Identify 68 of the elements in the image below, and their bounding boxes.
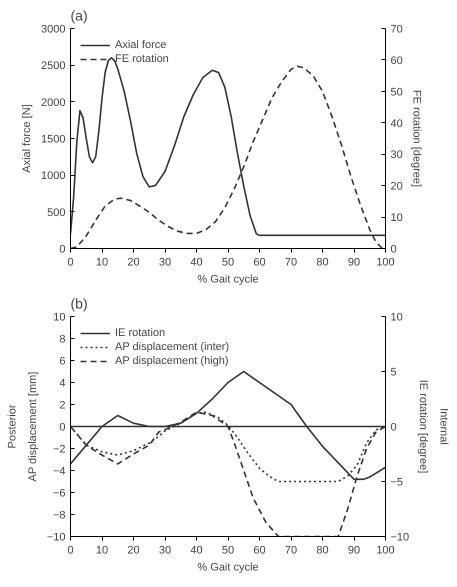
x-tick-label: 80 — [316, 544, 329, 556]
chart-title: (a) — [70, 8, 88, 24]
y2-tick-label: −5 — [390, 476, 404, 488]
x-tick-label: 20 — [127, 256, 140, 268]
y-axis-title: AP displacement [mm] — [26, 372, 39, 482]
y-tick-label: 0 — [59, 244, 66, 256]
x-tick-label: 70 — [284, 256, 298, 268]
y2-tick-label: 30 — [390, 149, 403, 162]
y-tick-label: −2 — [52, 444, 66, 456]
y-tick-label: −4 — [52, 466, 66, 478]
y-tick-label: 500 — [47, 206, 66, 219]
x-tick-label: 60 — [253, 256, 266, 268]
legend-label: Axial force — [115, 38, 166, 52]
x-axis-title: % Gait cycle — [197, 274, 259, 286]
x-tick-label: 0 — [67, 256, 74, 268]
y2-tick-label: −10 — [390, 532, 410, 544]
y2-tick-label: 20 — [390, 180, 403, 193]
y-tick-label: 2000 — [41, 96, 66, 109]
x-tick-label: 40 — [190, 544, 203, 556]
x-tick-label: 90 — [348, 256, 360, 268]
y-tick-label: 2500 — [41, 60, 66, 72]
y2-tick-label: 50 — [390, 86, 403, 98]
legend-label: FE rotation — [115, 52, 169, 66]
y-tick-label: 4 — [59, 378, 66, 390]
y-tick-label: 6 — [59, 356, 66, 368]
y2-tick-label: 40 — [390, 118, 403, 130]
y-tick-label: −6 — [52, 488, 66, 500]
x-tick-label: 0 — [67, 544, 74, 556]
x-tick-label: 20 — [127, 544, 140, 556]
x-tick-label: 30 — [158, 544, 172, 556]
y-tick-label: 10 — [53, 312, 66, 324]
y-tick-label: 0 — [59, 422, 66, 434]
y-tick-label: 1000 — [41, 170, 66, 182]
y-tick-label: 1500 — [41, 134, 66, 146]
text: Posterior — [6, 404, 18, 449]
y2-tick-label: 70 — [390, 24, 403, 36]
y-tick-label: −10 — [46, 532, 66, 544]
x-tick-label: 80 — [316, 256, 329, 268]
y-tick-label: −8 — [52, 510, 66, 522]
y-tick-label: 8 — [59, 334, 66, 346]
y-tick-label: 2 — [59, 400, 66, 412]
x-tick-label: 50 — [222, 256, 234, 268]
legend-label: AP displacement (inter) — [115, 340, 230, 354]
x-tick-label: 40 — [190, 256, 203, 268]
y2-tick-label: 0 — [390, 422, 397, 434]
chart-title: (b) — [70, 296, 88, 312]
y-tick-label: 3000 — [41, 24, 66, 36]
x-tick-label: 60 — [253, 544, 266, 556]
x-axis-title: % Gait cycle — [197, 562, 259, 574]
y2-tick-label: 5 — [390, 366, 397, 378]
x-tick-label: 70 — [284, 544, 298, 556]
x-tick-label: 10 — [96, 544, 108, 556]
y2-axis-title: IE rotation [degree] — [417, 380, 430, 474]
x-tick-label: 90 — [348, 544, 360, 556]
x-tick-label: 100 — [376, 544, 395, 556]
legend-label: IE rotation — [115, 326, 166, 340]
legend-label: AP displacement (high) — [115, 354, 229, 368]
x-tick-label: 100 — [376, 256, 395, 268]
y-axis-title: Axial force [N] — [21, 104, 34, 173]
y2-axis-title: FE rotation [degree] — [410, 90, 423, 188]
x-tick-label: 50 — [222, 544, 234, 556]
y2-tick-label: 10 — [390, 212, 403, 224]
y2-tick-label: 60 — [390, 54, 403, 67]
x-tick-label: 30 — [158, 256, 172, 268]
y2-tick-label: 0 — [390, 244, 397, 256]
text: Internal — [438, 408, 450, 445]
y2-tick-label: 10 — [390, 312, 403, 324]
x-tick-label: 10 — [96, 256, 108, 268]
